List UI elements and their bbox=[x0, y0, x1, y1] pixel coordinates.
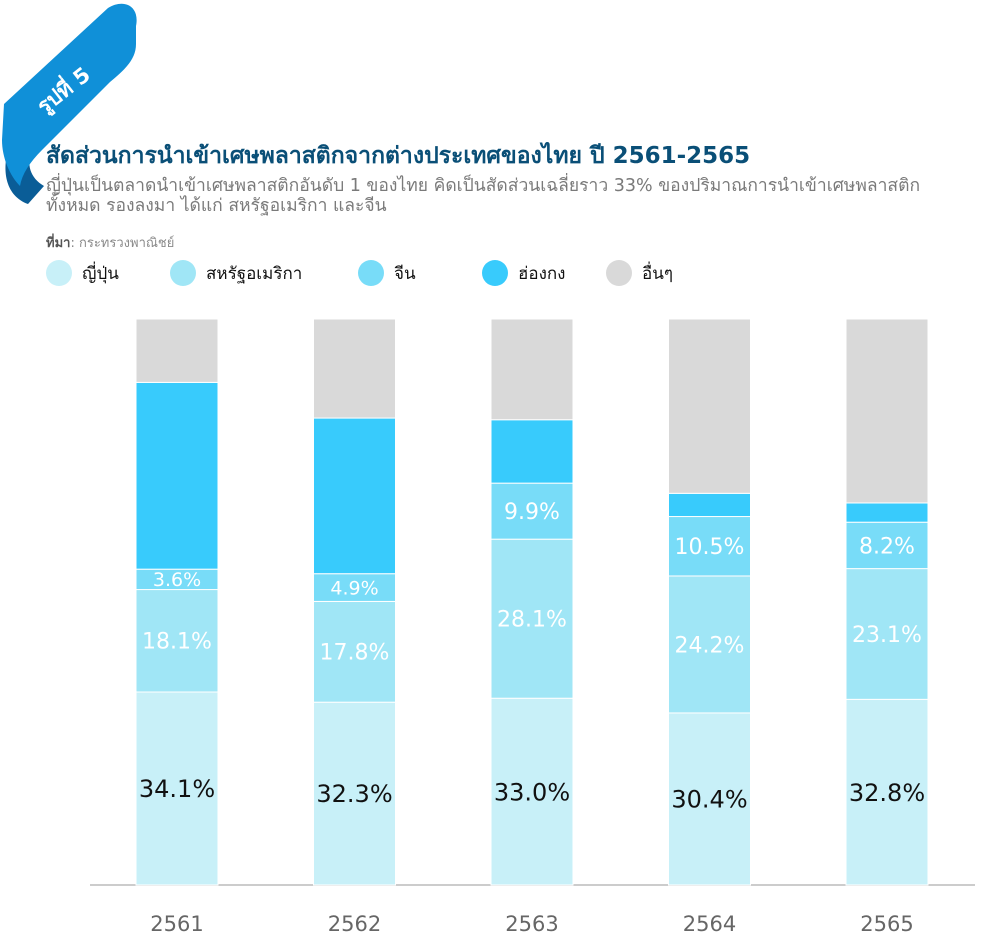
legend-item-usa: สหรัฐอเมริกา bbox=[170, 258, 302, 288]
legend-swatch-hongkong bbox=[482, 260, 508, 286]
bar-segment-others-2564 bbox=[668, 318, 751, 494]
data-label-japan-2564: 30.4% bbox=[671, 786, 747, 814]
bar-segment-usa-2565 bbox=[845, 568, 929, 700]
bar-segment-hongkong-2561 bbox=[135, 381, 219, 570]
data-label-japan-2565: 32.8% bbox=[849, 779, 925, 807]
chart-subtitle: ญี่ปุ่นเป็นตลาดนำเข้าเศษพลาสติกอันดับ 1 … bbox=[46, 176, 921, 216]
source-text: : กระทรวงพาณิชย์ bbox=[70, 236, 175, 251]
legend-swatch-usa bbox=[170, 260, 196, 286]
bar-segment-usa-2561 bbox=[135, 589, 219, 693]
x-tick-label-2564: 2564 bbox=[683, 912, 736, 936]
data-label-usa-2562: 17.8% bbox=[320, 641, 390, 666]
bar-segment-others-2562 bbox=[313, 318, 396, 419]
data-label-china-2561: 3.6% bbox=[153, 569, 201, 591]
ribbon-body bbox=[2, 3, 137, 187]
bar-segment-japan-2565 bbox=[845, 698, 929, 886]
data-label-china-2564: 10.5% bbox=[675, 535, 745, 560]
bar-segment-japan-2564 bbox=[668, 712, 751, 886]
bar-segment-china-2565 bbox=[845, 521, 929, 570]
data-label-china-2563: 9.9% bbox=[504, 500, 560, 525]
source-label: ที่มา bbox=[46, 236, 71, 251]
legend-swatch-others bbox=[606, 260, 632, 286]
figure-badge-ribbon: รูปที่ 5 bbox=[2, 3, 137, 204]
data-label-china-2562: 4.9% bbox=[330, 577, 378, 599]
bar-segment-china-2564 bbox=[668, 516, 751, 577]
bar-segment-usa-2564 bbox=[668, 575, 751, 714]
data-label-japan-2563: 33.0% bbox=[494, 778, 570, 806]
bar-segment-hongkong-2562 bbox=[313, 417, 396, 575]
data-label-china-2565: 8.2% bbox=[859, 534, 915, 559]
chart-title: สัดส่วนการนำเข้าเศษพลาสติกจากต่างประเทศข… bbox=[46, 143, 751, 169]
bar-segment-usa-2563 bbox=[490, 538, 574, 699]
source-note: ที่มา: กระทรวงพาณิชย์ bbox=[46, 232, 174, 253]
x-tick-label-2563: 2563 bbox=[505, 912, 558, 936]
bar-segment-others-2561 bbox=[135, 318, 219, 383]
bar-segment-china-2563 bbox=[490, 482, 574, 540]
data-label-japan-2562: 32.3% bbox=[316, 780, 392, 808]
data-label-usa-2561: 18.1% bbox=[142, 630, 212, 655]
bar-segment-hongkong-2564 bbox=[668, 492, 751, 518]
legend-item-others: อื่นๆ bbox=[606, 258, 673, 288]
stacked-bar-chart: 34.1% 18.1% 3.6% 2561 32.3% 17.8% 4.9% 2562 33.0… bbox=[90, 318, 975, 936]
legend-item-hongkong: ฮ่องกง bbox=[482, 258, 565, 288]
bar-segment-hongkong-2563 bbox=[490, 419, 574, 484]
x-tick-label-2561: 2561 bbox=[150, 912, 203, 936]
data-label-usa-2563: 28.1% bbox=[497, 608, 567, 633]
legend-label-japan: ญี่ปุ่น bbox=[82, 263, 119, 284]
legend-label-others: อื่นๆ bbox=[642, 263, 673, 284]
data-label-usa-2565: 23.1% bbox=[852, 623, 922, 648]
x-tick-label-2562: 2562 bbox=[328, 912, 381, 936]
x-tick-label-2565: 2565 bbox=[860, 912, 913, 936]
legend-swatch-japan bbox=[46, 260, 72, 286]
legend-item-china: จีน bbox=[358, 258, 416, 288]
legend-item-japan: ญี่ปุ่น bbox=[46, 258, 119, 288]
data-label-japan-2561: 34.1% bbox=[139, 775, 215, 803]
bar-segment-japan-2563 bbox=[490, 697, 574, 886]
legend: ญี่ปุ่น สหรัฐอเมริกา จีน ฮ่องกง อื่นๆ bbox=[46, 258, 946, 288]
legend-swatch-china bbox=[358, 260, 384, 286]
legend-label-hongkong: ฮ่องกง bbox=[518, 263, 566, 284]
legend-label-usa: สหรัฐอเมริกา bbox=[206, 263, 303, 284]
data-label-usa-2564: 24.2% bbox=[675, 633, 745, 658]
bar-segment-hongkong-2565 bbox=[845, 502, 929, 523]
bar-segment-others-2563 bbox=[490, 318, 574, 421]
bar-segment-others-2565 bbox=[845, 318, 929, 504]
legend-label-china: จีน bbox=[394, 263, 416, 284]
